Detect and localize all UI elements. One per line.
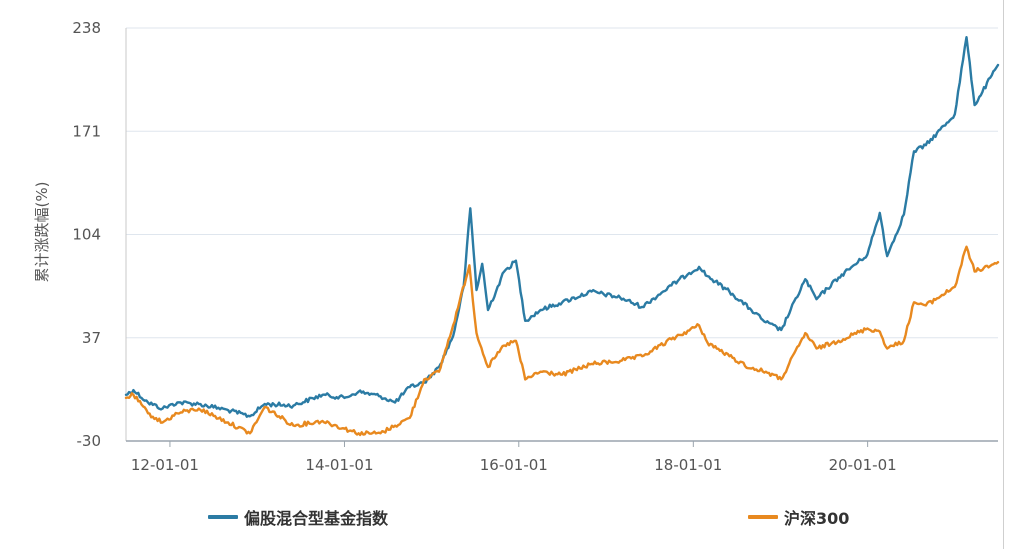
y-tick-label: 104 [72,226,101,244]
legend-swatch-fund-index [208,515,238,519]
y-tick-label: 37 [82,329,101,347]
series-line-fund-index [124,36,1000,418]
x-tick-label: 18-01-01 [654,456,722,474]
legend-label-hs300: 沪深300 [784,509,850,528]
x-tick-label: 12-01-01 [131,456,199,474]
x-tick-label: 14-01-01 [305,456,373,474]
axes [125,28,998,447]
x-tick-label: 16-01-01 [480,456,548,474]
x-tick-label: 20-01-01 [829,456,897,474]
series-lines [124,36,1000,437]
y-tick-label: -30 [77,432,102,450]
legend-item-fund-index: 偏股混合型基金指数 [208,505,388,529]
legend-swatch-hs300 [748,515,778,519]
y-tick-label: 238 [72,19,101,37]
panel-edge [1003,0,1004,549]
y-tick-label: 171 [72,122,101,140]
tick-labels: 238 171 104 37 -30 12-01-01 14-01-01 16-01-01 18… [72,19,896,474]
legend-item-hs300: 沪深300 [748,505,849,529]
grid-lines [126,27,998,442]
y-axis-label: 累计涨跌幅(%) [33,182,51,283]
series-line-hs300 [124,245,1000,437]
legend-label-fund-index: 偏股混合型基金指数 [244,509,389,528]
